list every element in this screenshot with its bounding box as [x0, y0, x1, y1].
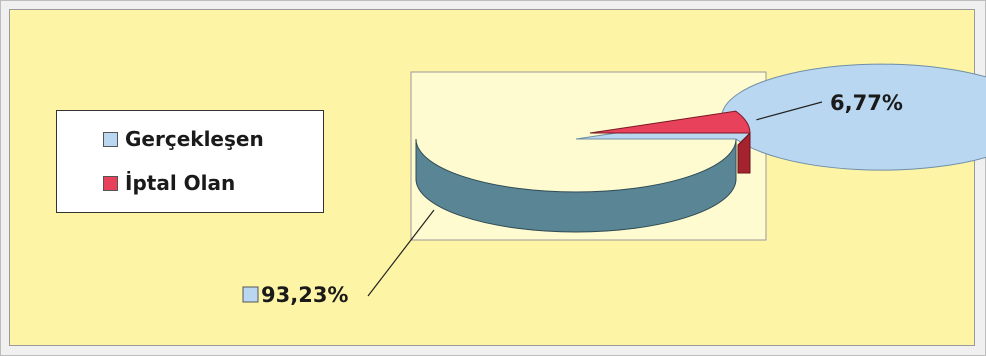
leader-line [756, 101, 823, 121]
leader-line [367, 209, 435, 297]
data-label-layer: 6,77% 93,23% [242, 91, 903, 307]
legend-swatch [103, 175, 118, 191]
slice-gerceklesen [575, 63, 986, 171]
slice-gerceklesen-side [415, 138, 737, 233]
legend-swatch [103, 131, 118, 147]
legend-item-gerceklesen: Gerçekleşen [103, 127, 264, 151]
legend-label: İptal Olan [125, 171, 236, 195]
pie-layer [415, 63, 986, 233]
legend-label: Gerçekleşen [125, 127, 264, 151]
slice-iptal-olan-side [737, 131, 751, 174]
legend: Gerçekleşen İptal Olan [56, 110, 324, 213]
data-label-iptal-olan: 6,77% [830, 91, 903, 115]
data-label-gerceklesen: 93,23% [261, 283, 348, 307]
legend-item-iptal-olan: İptal Olan [103, 171, 235, 195]
data-label-swatch [242, 286, 259, 303]
slice-iptal-olan [589, 110, 751, 134]
